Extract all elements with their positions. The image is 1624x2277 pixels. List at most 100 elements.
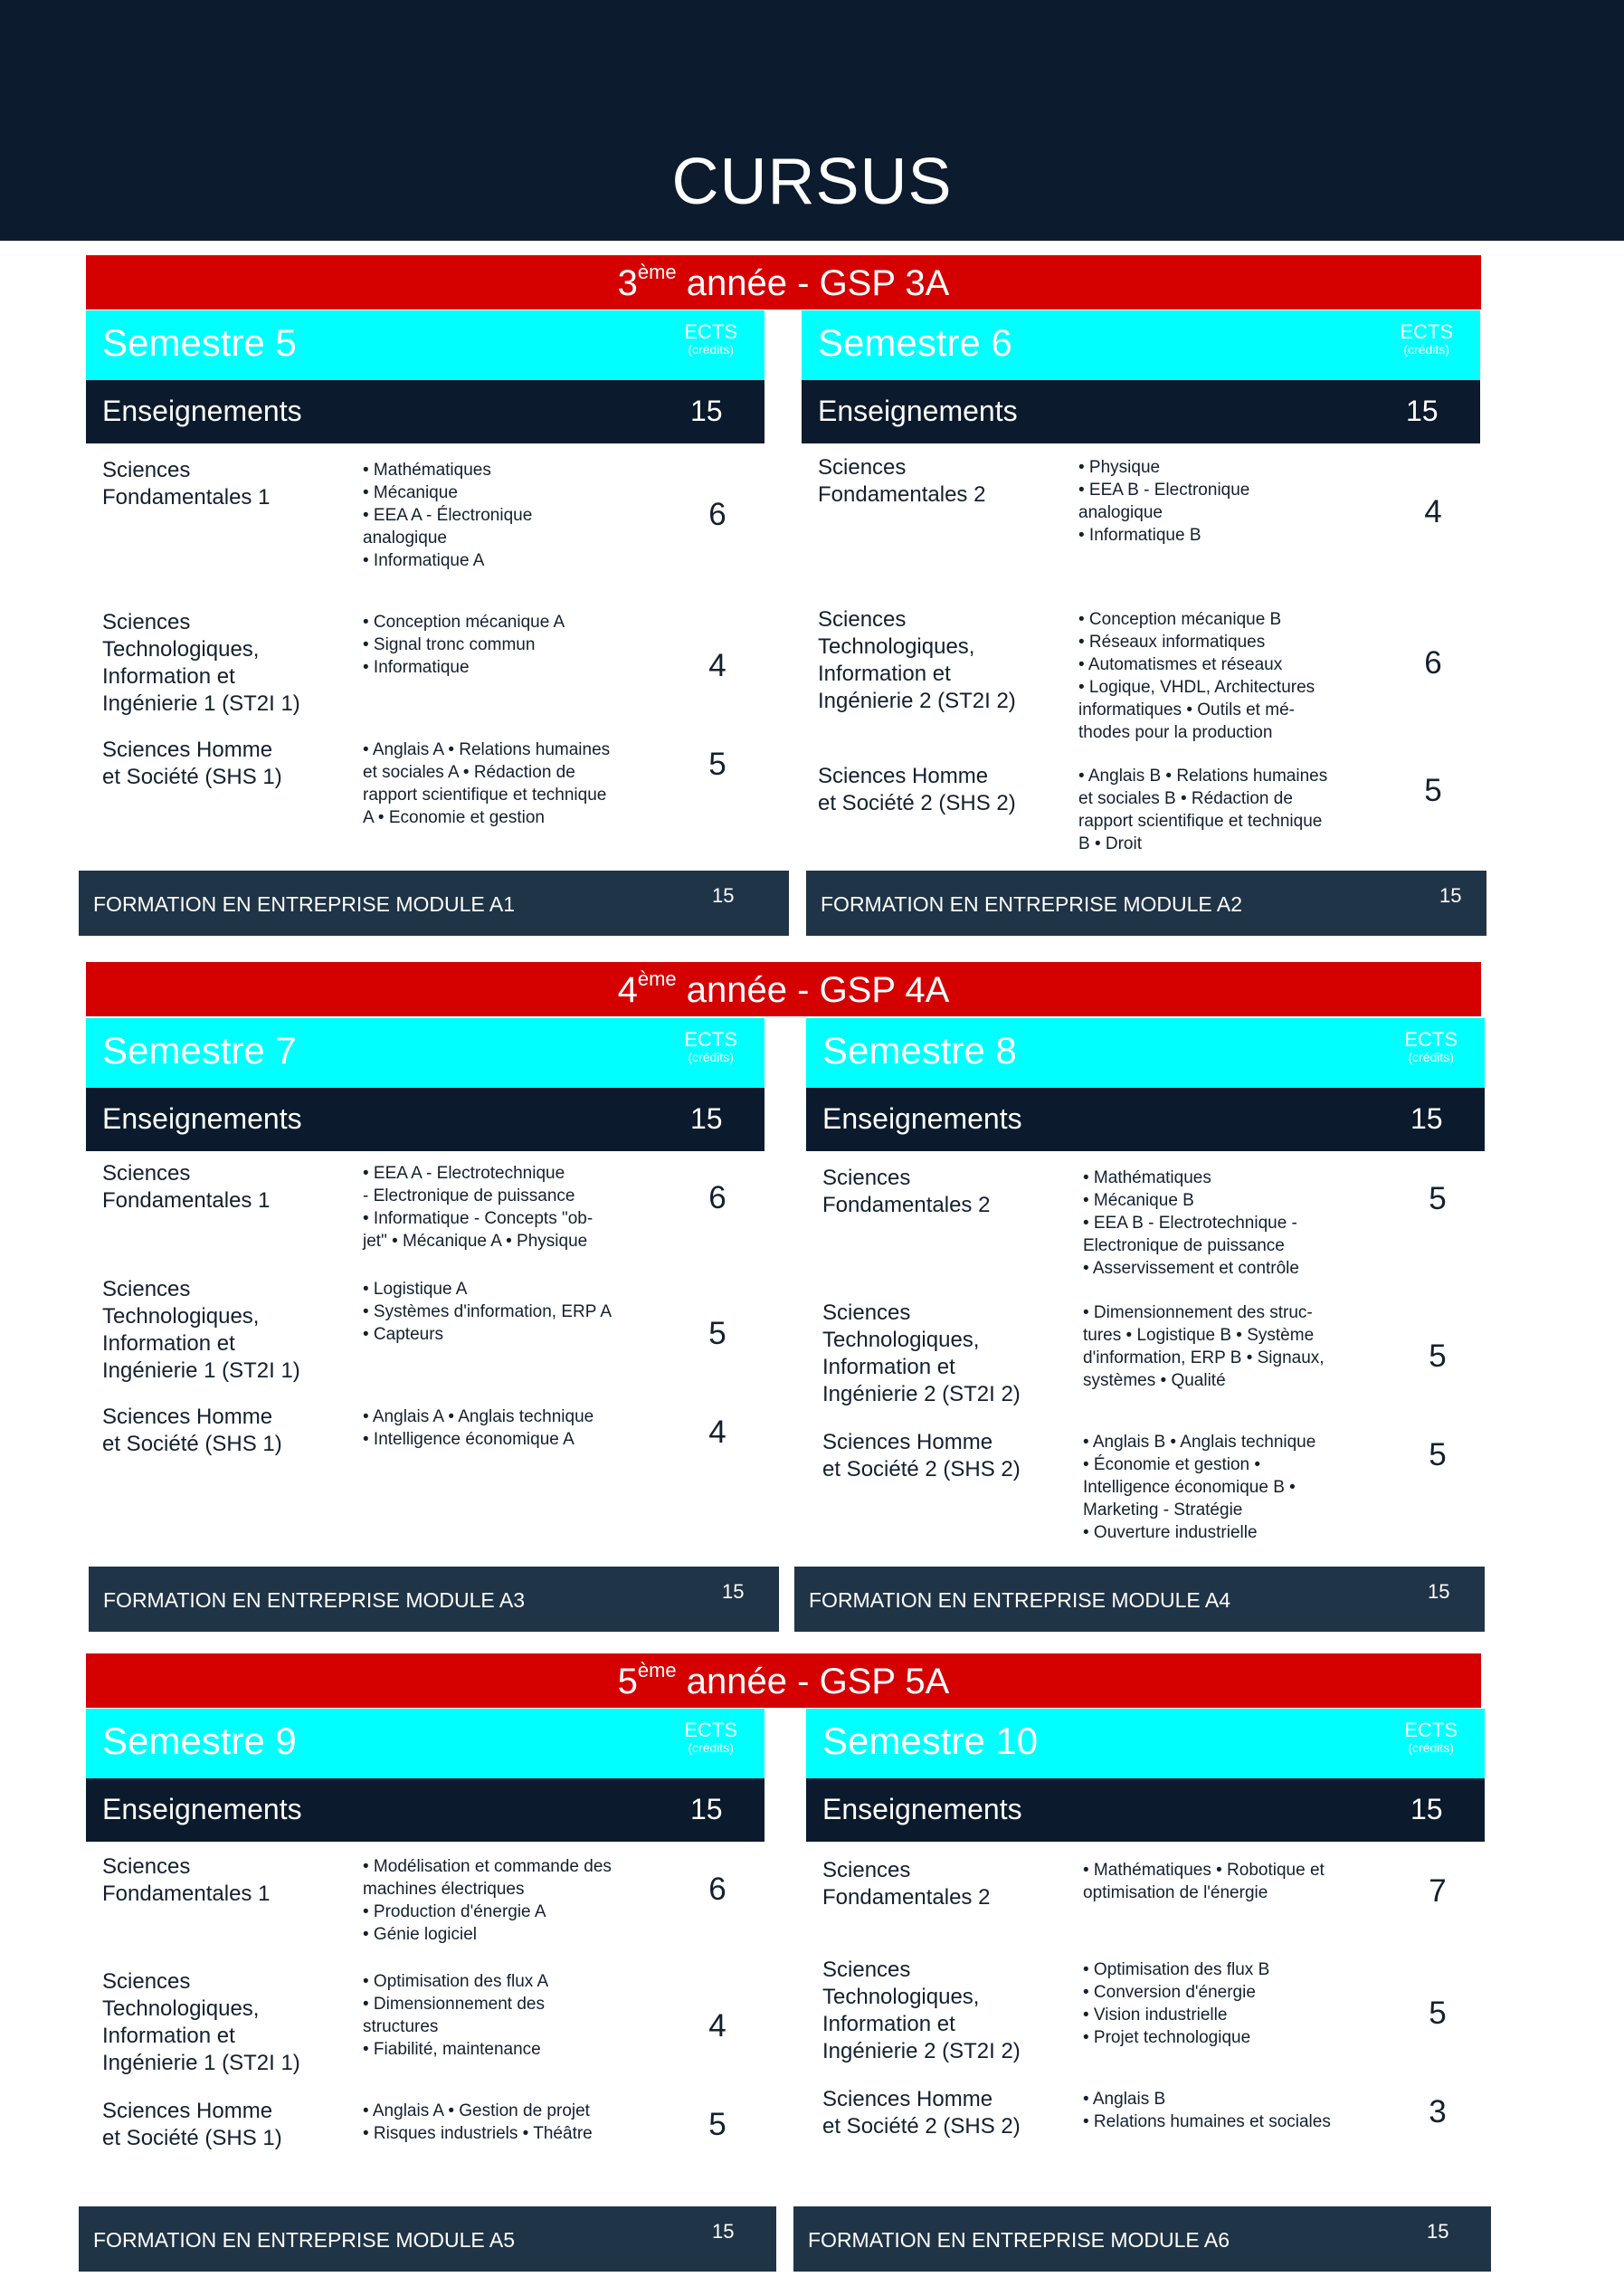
teaching-label: Enseignements xyxy=(822,1102,1022,1135)
course-item: systèmes • Qualité xyxy=(1083,1371,1226,1390)
course-block-label-line: Technologiques, xyxy=(822,1985,980,2009)
course-block-label: Sciences Technologiques, Information et Ing… xyxy=(822,1300,1067,1408)
course-block-label-line: Sciences Homme xyxy=(102,2099,273,2123)
course-list: • Anglais A • Anglais technique • Intelli… xyxy=(363,1405,634,1451)
year-ordinal-suffix: ème xyxy=(637,261,677,283)
ects-header: ECTS (crédits) xyxy=(1404,1028,1458,1065)
course-block-label: Sciences Fondamentales 1 xyxy=(102,1160,347,1215)
year-banner: 3ème année - GSP 3A xyxy=(86,255,1481,310)
course-block-label: Sciences Homme et Société (SHS 1) xyxy=(102,1404,347,1458)
ects-sublabel: (crédits) xyxy=(688,342,734,357)
teaching-total-ects: 15 xyxy=(690,1102,723,1135)
course-block-label-line: Ingénierie 1 (ST2I 1) xyxy=(102,691,300,716)
course-item: tures • Logistique B • Système xyxy=(1083,1326,1315,1345)
formation-module-label: FORMATION EN ENTREPRISE MODULE A1 xyxy=(93,892,516,916)
course-block-label-line: Information et xyxy=(822,2012,955,2036)
course-item: • Relations humaines et sociales xyxy=(1083,2112,1331,2131)
teaching-total-ects: 15 xyxy=(1410,1102,1443,1135)
teaching-total-ects: 15 xyxy=(690,395,723,427)
teaching-header: Enseignements 15 xyxy=(806,1088,1485,1151)
ects-sublabel: (crédits) xyxy=(688,1740,734,1755)
course-block-label-line: Information et xyxy=(102,1331,235,1356)
course-item: • Capteurs xyxy=(363,1325,444,1344)
course-block-label-line: et Société (SHS 1) xyxy=(102,2126,282,2150)
course-item: rapport scientifique et technique xyxy=(363,786,607,805)
course-item: Electronique de puissance xyxy=(1083,1236,1285,1255)
course-item: rapport scientifique et technique xyxy=(1078,812,1323,831)
semester-header: Semestre 6 ECTS (crédits) xyxy=(802,310,1480,380)
course-block-ects: 7 xyxy=(1429,1873,1447,1909)
course-block-ects: 4 xyxy=(708,648,727,683)
ects-label: ECTS xyxy=(1400,320,1453,343)
course-item: • Ouverture industrielle xyxy=(1083,1523,1258,1542)
course-list: • Anglais A • Relations humaines et socia… xyxy=(363,738,634,829)
course-block-label-line: Ingénierie 2 (ST2I 2) xyxy=(822,1382,1021,1406)
course-block-label-line: Sciences xyxy=(102,1161,191,1186)
year-banner: 4ème année - GSP 4A xyxy=(86,962,1481,1016)
course-item: B • Droit xyxy=(1078,834,1142,853)
course-block-label-line: Sciences xyxy=(822,1858,911,1882)
course-item: • Anglais B • Relations humaines xyxy=(1078,767,1328,786)
course-block-label: Sciences Technologiques, Information et Ing… xyxy=(822,1957,1067,2065)
course-block-ects: 5 xyxy=(708,2107,727,2142)
course-item: • Mécanique xyxy=(363,483,458,502)
semester-header: Semestre 8 ECTS (crédits) xyxy=(806,1018,1485,1088)
course-list: • Anglais A • Gestion de projet • Risques… xyxy=(363,2100,634,2145)
formation-module-label: FORMATION EN ENTREPRISE MODULE A5 xyxy=(93,2228,516,2252)
course-block-label: Sciences Technologiques, Information et Ing… xyxy=(102,609,347,718)
course-item: • Risques industriels • Théâtre xyxy=(363,2124,593,2143)
course-list: • Modélisation et commande des machines é… xyxy=(363,1855,634,1946)
year-ordinal-suffix: ème xyxy=(637,1659,677,1682)
course-block-label-line: Ingénierie 2 (ST2I 2) xyxy=(822,2039,1021,2063)
course-item: • Économie et gestion • xyxy=(1083,1455,1261,1474)
year-ordinal-suffix: ème xyxy=(637,967,677,990)
course-item: • Informatique A xyxy=(363,551,485,570)
course-block-label-line: Fondamentales 1 xyxy=(102,485,271,510)
teaching-total-ects: 15 xyxy=(1410,1793,1443,1825)
course-item: informatiques • Outils et mé- xyxy=(1078,700,1295,719)
ects-sublabel: (crédits) xyxy=(1408,1740,1454,1755)
course-item: • Intelligence économique A xyxy=(363,1430,575,1449)
ects-label: ECTS xyxy=(1404,1028,1458,1051)
course-block-label: Sciences Technologiques, Information et Ing… xyxy=(102,1276,347,1385)
course-block-label: Sciences Homme et Société 2 (SHS 2) xyxy=(822,2086,1067,2140)
semester-title: Semestre 10 xyxy=(822,1720,1039,1762)
course-block-label-line: et Société (SHS 1) xyxy=(102,765,282,789)
semester-header: Semestre 10 ECTS (crédits) xyxy=(806,1709,1485,1778)
course-block-label: Sciences Fondamentales 2 xyxy=(822,1857,1067,1911)
year-banner: 5ème année - GSP 5A xyxy=(86,1653,1481,1708)
course-item: optimisation de l'énergie xyxy=(1083,1883,1268,1902)
course-list: • Mathématiques • Mécanique • EEA A - Élec… xyxy=(363,459,634,572)
course-item: et sociales B • Rédaction de xyxy=(1078,789,1293,808)
ects-label: ECTS xyxy=(684,320,737,343)
course-block-label-line: Information et xyxy=(102,664,235,689)
course-item: • Anglais A • Gestion de projet xyxy=(363,2101,590,2120)
course-block-ects: 5 xyxy=(708,747,727,782)
course-block-ects: 6 xyxy=(1424,645,1442,681)
course-block-label-line: Technologiques, xyxy=(102,637,260,662)
course-block-label-line: Sciences xyxy=(102,1277,191,1301)
course-item: • Vision industrielle xyxy=(1083,2005,1228,2025)
formation-module-label: FORMATION EN ENTREPRISE MODULE A2 xyxy=(821,892,1243,916)
course-block-label: Sciences Fondamentales 1 xyxy=(102,457,347,511)
course-block-label-line: Sciences xyxy=(102,1969,191,1994)
course-block-label-line: et Société (SHS 1) xyxy=(102,1432,282,1456)
formation-module-bar: FORMATION EN ENTREPRISE MODULE A1 15 xyxy=(79,871,789,936)
course-block-label-line: Sciences xyxy=(822,1300,911,1325)
course-block-ects: 5 xyxy=(1429,1181,1447,1216)
course-block-ects: 4 xyxy=(708,1415,727,1450)
formation-module-ects: 15 xyxy=(1428,1580,1450,1603)
formation-module-bar: FORMATION EN ENTREPRISE MODULE A5 15 xyxy=(79,2206,776,2272)
course-block-label-line: Sciences xyxy=(822,1958,911,1982)
ects-sublabel: (crédits) xyxy=(1408,1050,1454,1064)
course-list: • Anglais B • Anglais technique • Économi… xyxy=(1083,1431,1354,1544)
course-block-ects: 5 xyxy=(708,1316,727,1351)
course-item: • Dimensionnement des xyxy=(363,1995,545,2014)
formation-module-label: FORMATION EN ENTREPRISE MODULE A6 xyxy=(808,2228,1230,2252)
course-block-label-line: Sciences Homme xyxy=(102,738,273,762)
formation-module-bar: FORMATION EN ENTREPRISE MODULE A6 15 xyxy=(793,2206,1491,2272)
formation-module-ects: 15 xyxy=(712,2220,735,2243)
course-block-ects: 6 xyxy=(708,1180,727,1215)
course-item: Intelligence économique B • xyxy=(1083,1478,1296,1497)
course-item: analogique xyxy=(363,529,447,548)
